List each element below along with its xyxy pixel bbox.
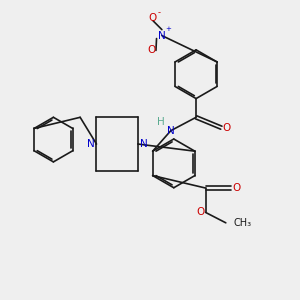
Text: O: O <box>223 123 231 133</box>
Text: H: H <box>157 117 164 127</box>
Text: O: O <box>232 183 240 193</box>
Text: O: O <box>196 207 204 218</box>
Text: -: - <box>158 8 161 17</box>
Text: O: O <box>149 13 157 23</box>
Text: N: N <box>158 31 166 40</box>
Text: O: O <box>147 45 156 56</box>
Text: N: N <box>140 139 147 149</box>
Text: N: N <box>87 139 95 149</box>
Text: +: + <box>166 26 171 32</box>
Text: CH₃: CH₃ <box>233 218 251 228</box>
Text: N: N <box>167 126 175 136</box>
